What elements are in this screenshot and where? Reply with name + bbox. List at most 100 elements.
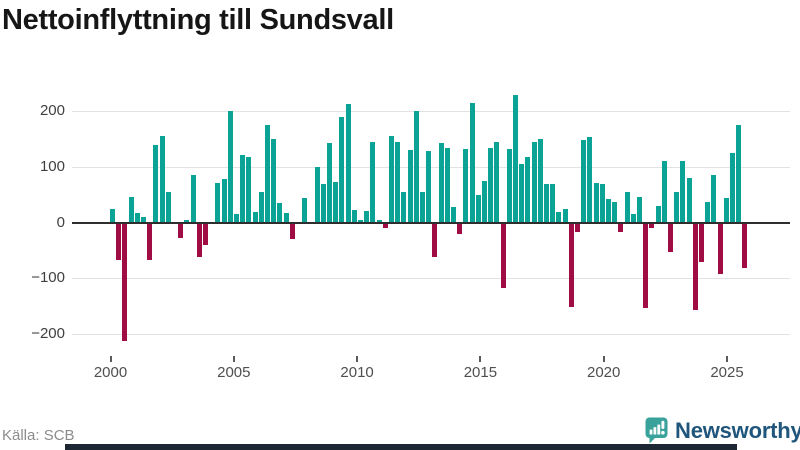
bar-2014Q2 [463, 149, 469, 223]
bar-2000Q4 [128, 197, 134, 223]
bar-2010Q1 [358, 219, 363, 223]
bar-2020Q1 [606, 199, 611, 223]
bar-2024Q4 [723, 197, 729, 223]
bar-2008Q4 [327, 143, 332, 223]
bar-2022Q1 [655, 205, 661, 223]
bar-2006Q1 [258, 192, 264, 223]
x-tick-label-2020: 2020 [587, 364, 621, 381]
bar-2018Q4 [575, 223, 580, 233]
bar-2018Q3 [568, 223, 574, 308]
bar-2006Q3 [271, 139, 277, 223]
bar-2015Q4 [500, 223, 506, 288]
bar-2007Q2 [289, 223, 295, 240]
bar-2024Q3 [717, 223, 723, 274]
bar-2017Q2 [537, 139, 543, 223]
bar-2022Q4 [674, 192, 680, 223]
gridline-200 [72, 111, 790, 113]
bar-2002Q1 [159, 136, 165, 223]
bar-2011Q4 [401, 192, 407, 223]
bar-2004Q2 [215, 182, 221, 223]
bar-2007Q1 [283, 212, 289, 223]
bar-2000Q2 [116, 223, 122, 260]
bar-2000Q3 [122, 223, 128, 341]
bar-2009Q1 [333, 182, 339, 223]
bar-2019Q3 [593, 182, 599, 223]
bar-2020Q2 [612, 201, 618, 223]
bar-2004Q4 [227, 111, 233, 223]
bar-2000Q1 [110, 208, 115, 223]
y-tick-label-100: 100 [39, 158, 65, 175]
bar-2016Q1 [506, 148, 512, 223]
bar-2010Q4 [376, 219, 382, 223]
bar-2005Q4 [252, 211, 258, 223]
bar-2005Q2 [240, 154, 246, 223]
x-tick-2020 [602, 356, 605, 362]
bar-2023Q3 [692, 223, 698, 311]
bar-2009Q4 [351, 210, 357, 223]
bar-2007Q4 [302, 197, 308, 223]
newsworthy-logo[interactable]: Newsworthy [645, 417, 800, 445]
bar-2004Q3 [221, 179, 227, 223]
bar-2008Q2 [314, 167, 320, 223]
y-tick-label--100: −100 [31, 269, 65, 287]
bar-2005Q1 [234, 214, 239, 223]
x-tick-2000 [109, 356, 112, 362]
x-tick-label-2005: 2005 [217, 364, 251, 381]
bar-2003Q4 [203, 223, 208, 245]
bar-2021Q1 [630, 214, 636, 223]
bar-2013Q2 [438, 143, 444, 223]
bar-2016Q4 [525, 156, 531, 223]
bar-2023Q2 [686, 178, 692, 223]
bar-2015Q1 [482, 180, 487, 223]
bar-2011Q3 [395, 141, 401, 223]
bar-2020Q4 [624, 192, 630, 223]
bar-2023Q4 [699, 223, 704, 263]
bar-2013Q1 [432, 223, 438, 258]
source-label: Källa: SCB [2, 427, 75, 444]
bar-2019Q1 [581, 140, 587, 223]
bottom-bar [65, 444, 737, 450]
bar-2006Q4 [277, 203, 283, 223]
y-tick-label-200: 200 [39, 102, 65, 120]
bar-2005Q3 [246, 156, 252, 223]
bar-2001Q2 [141, 216, 146, 223]
bar-2011Q2 [389, 136, 394, 223]
bar-2008Q3 [320, 183, 326, 223]
bar-2014Q1 [457, 223, 463, 234]
bar-2024Q1 [705, 201, 711, 223]
y-tick-label-0: 0 [56, 213, 65, 231]
bar-2025Q1 [730, 153, 735, 223]
bar-2012Q4 [426, 151, 432, 223]
bar-2002Q2 [165, 192, 171, 223]
bar-2012Q2 [413, 111, 419, 223]
bar-2002Q4 [178, 223, 184, 238]
bar-2013Q4 [451, 207, 456, 223]
bar-2014Q4 [475, 194, 481, 223]
bar-2001Q3 [147, 223, 153, 260]
x-tick-label-2010: 2010 [340, 364, 374, 381]
bar-2019Q4 [599, 183, 605, 223]
gridline--100 [72, 278, 790, 280]
zero-axis-line [72, 221, 790, 224]
x-tick-2010 [356, 356, 359, 362]
newsworthy-bubble-chart-icon [645, 417, 668, 444]
x-tick-label-2015: 2015 [463, 364, 498, 381]
bar-2017Q4 [550, 183, 556, 223]
bar-2001Q4 [153, 144, 159, 223]
bar-2023Q1 [680, 161, 686, 223]
bar-2017Q3 [544, 183, 549, 223]
bar-2024Q2 [711, 175, 717, 223]
bar-2014Q3 [469, 102, 475, 223]
bar-2021Q3 [643, 223, 649, 309]
bar-2013Q3 [444, 147, 450, 223]
x-tick-2015 [479, 356, 482, 362]
bar-2019Q2 [587, 137, 593, 223]
bar-2011Q1 [382, 223, 388, 229]
bar-2025Q3 [742, 223, 748, 269]
x-tick-2005 [232, 356, 235, 362]
gridline--200 [72, 334, 790, 336]
bar-2003Q2 [190, 175, 196, 223]
bar-2015Q2 [488, 147, 494, 223]
bar-2018Q1 [556, 211, 562, 223]
